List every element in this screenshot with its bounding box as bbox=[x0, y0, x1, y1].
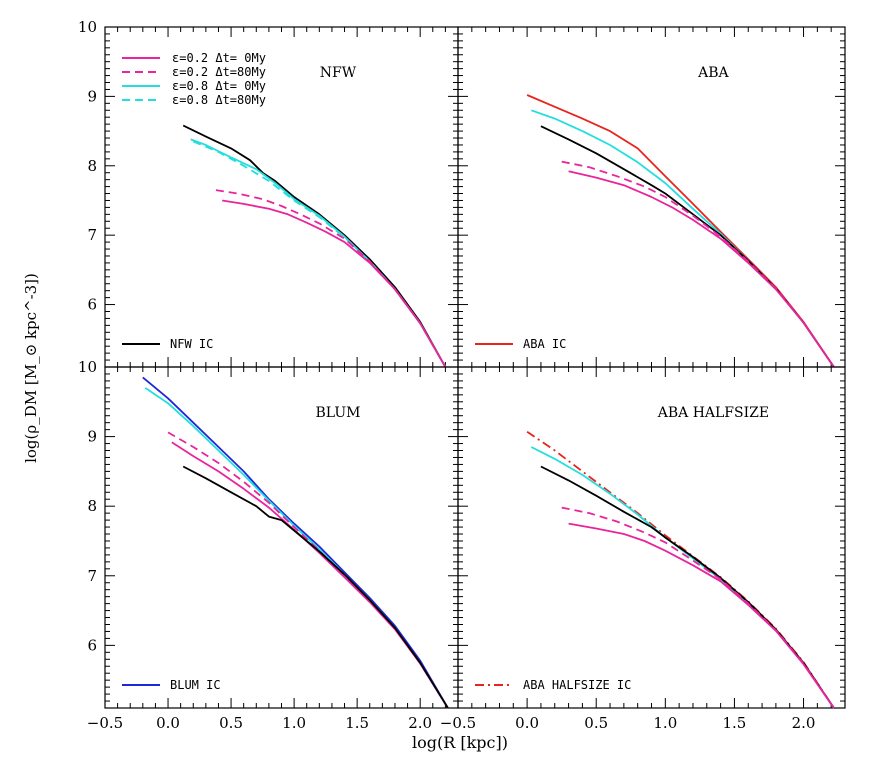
panel-3: −0.5 0.0 0.5 1.0 1.5 2.0 ABA HALFSIZE ABA HALFS… bbox=[440, 366, 846, 732]
series-line-1-0 bbox=[526, 94, 835, 368]
x-axis-label: log(R [kpc]) bbox=[412, 733, 508, 752]
legend-label-2: ε=0.8 Δt= 0My bbox=[172, 79, 266, 93]
y-axis-label: log(ρ_DM [M_⊙ kpc^-3]) bbox=[22, 273, 40, 463]
x-tick-label: 1.0 bbox=[282, 714, 306, 732]
series-line-1-2 bbox=[540, 125, 835, 368]
x-tick-label: 0.0 bbox=[515, 714, 539, 732]
ic-legend-label: BLUM IC bbox=[170, 678, 221, 692]
x-tick-label: 0.5 bbox=[584, 714, 608, 732]
ic-legend-label: NFW IC bbox=[170, 337, 213, 351]
y-tick-label: 9 bbox=[87, 87, 97, 105]
panel-title: NFW bbox=[320, 65, 357, 81]
series-line-0-1 bbox=[190, 138, 447, 368]
series-line-1-4 bbox=[568, 170, 835, 368]
x-tick-label: −0.5 bbox=[440, 714, 476, 732]
x-tick-label: 1.5 bbox=[345, 714, 369, 732]
y-tick-label: 10 bbox=[78, 358, 97, 376]
x-tick-label: 2.0 bbox=[408, 714, 432, 732]
series-line-0-4 bbox=[222, 199, 447, 368]
panel-frame bbox=[457, 366, 846, 709]
ic-legend-label: ABA IC bbox=[523, 337, 566, 351]
x-tick-label: 1.0 bbox=[653, 714, 677, 732]
y-tick-label: 7 bbox=[87, 226, 97, 244]
series-line-2-2 bbox=[167, 431, 449, 709]
y-tick-label: 9 bbox=[87, 428, 97, 446]
panels-group: 10 9 8 7 6 NFW NFW IC ABA ABA IC −0.5 0.0 0.5 1.0 1.5… bbox=[78, 18, 846, 732]
x-tick-label: 2.0 bbox=[792, 714, 816, 732]
y-tick-label: 8 bbox=[87, 497, 97, 515]
series-line-2-1 bbox=[144, 387, 449, 709]
y-tick-label: 6 bbox=[87, 636, 97, 654]
series-line-3-1 bbox=[530, 446, 835, 709]
panel-frame bbox=[104, 26, 459, 368]
panel-frame bbox=[104, 366, 459, 709]
y-tick-label: 8 bbox=[87, 157, 97, 175]
y-tick-label: 10 bbox=[78, 18, 97, 36]
panel-0: 10 9 8 7 6 NFW NFW IC bbox=[78, 18, 459, 368]
series-line-0-2 bbox=[192, 140, 447, 368]
ic-legend-label: ABA HALFSIZE IC bbox=[523, 678, 631, 692]
series-line-1-3 bbox=[561, 160, 835, 368]
x-tick-label: 0.5 bbox=[219, 714, 243, 732]
series-line-3-2 bbox=[540, 465, 835, 709]
panel-1: ABA ABA IC bbox=[457, 26, 846, 368]
series-line-2-0 bbox=[142, 376, 449, 709]
series-line-3-4 bbox=[568, 522, 835, 709]
y-tick-label: 6 bbox=[87, 296, 97, 314]
legend: ε=0.2 Δt= 0My ε=0.2 Δt=80My ε=0.8 Δt= 0M… bbox=[122, 51, 266, 107]
series-line-3-0 bbox=[526, 430, 835, 709]
legend-label-1: ε=0.2 Δt=80My bbox=[172, 65, 266, 79]
series-line-1-1 bbox=[531, 109, 835, 368]
x-tick-label: 1.5 bbox=[722, 714, 746, 732]
panel-2: −0.5 0.0 0.5 1.0 1.5 2.0 10 9 8 7 6 BLUM BLUM IC bbox=[78, 358, 459, 732]
series-line-0-3 bbox=[215, 189, 447, 368]
legend-label-3: ε=0.8 Δt=80My bbox=[172, 93, 266, 107]
panel-title: ABA HALFSIZE bbox=[657, 405, 769, 421]
panel-title: BLUM bbox=[316, 405, 361, 421]
y-tick-label: 7 bbox=[87, 567, 97, 585]
panel-title: ABA bbox=[697, 65, 729, 81]
series-line-2-4 bbox=[182, 465, 449, 709]
legend-label-0: ε=0.2 Δt= 0My bbox=[172, 51, 266, 65]
series-line-0-0 bbox=[182, 124, 447, 368]
x-tick-label: 0.0 bbox=[156, 714, 180, 732]
x-tick-label: −0.5 bbox=[87, 714, 123, 732]
